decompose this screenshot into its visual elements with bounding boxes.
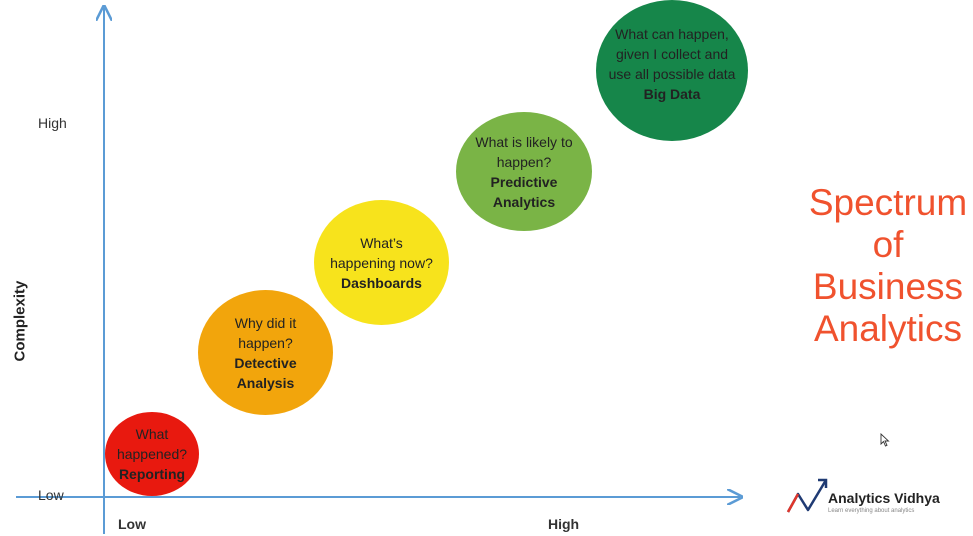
analytics-vidhya-logo: Analytics Vidhya Learn everything about … [786,476,966,520]
bubble-dashboards: What’s happening now? Dashboards [314,200,449,325]
bubble-title: Predictive Analytics [490,173,558,210]
y-axis-title: Complexity [11,280,29,362]
bubble-big-data: What can happen, given I collect and use… [596,0,748,141]
x-axis-low-label: Low [118,516,146,532]
bubble-title: Reporting [118,466,186,482]
x-axis-high-label: High [548,516,580,532]
bubble-title: Big Data [643,85,701,102]
logo-name: Analytics Vidhya [828,490,940,506]
bubble-question: What’s happening now? [330,234,433,271]
bubble-question: What can happen, given I collect and use… [608,25,736,82]
bubble-title: Dashboards [341,274,422,291]
bubble-detective-analysis: Why did it happen? Detective Analysis [198,290,333,415]
y-axis-low-label: Low [38,487,64,503]
y-axis-high-label: High [38,115,67,131]
bubble-question: What is likely to happen? [475,133,573,170]
slide-title: Spectrum of Business Analytics [808,182,968,349]
logo-tagline: Learn everything about analytics [828,508,915,514]
bubble-reporting: What happened? Reporting [105,412,199,496]
bubble-question: Why did it happen? [234,314,297,351]
logo-mark-icon [786,478,828,513]
bubble-question: What happened? [116,426,188,462]
mouse-pointer-icon [880,433,890,447]
bubble-predictive-analytics: What is likely to happen? Predictive Ana… [456,112,592,231]
bubble-title: Detective Analysis [234,354,297,391]
